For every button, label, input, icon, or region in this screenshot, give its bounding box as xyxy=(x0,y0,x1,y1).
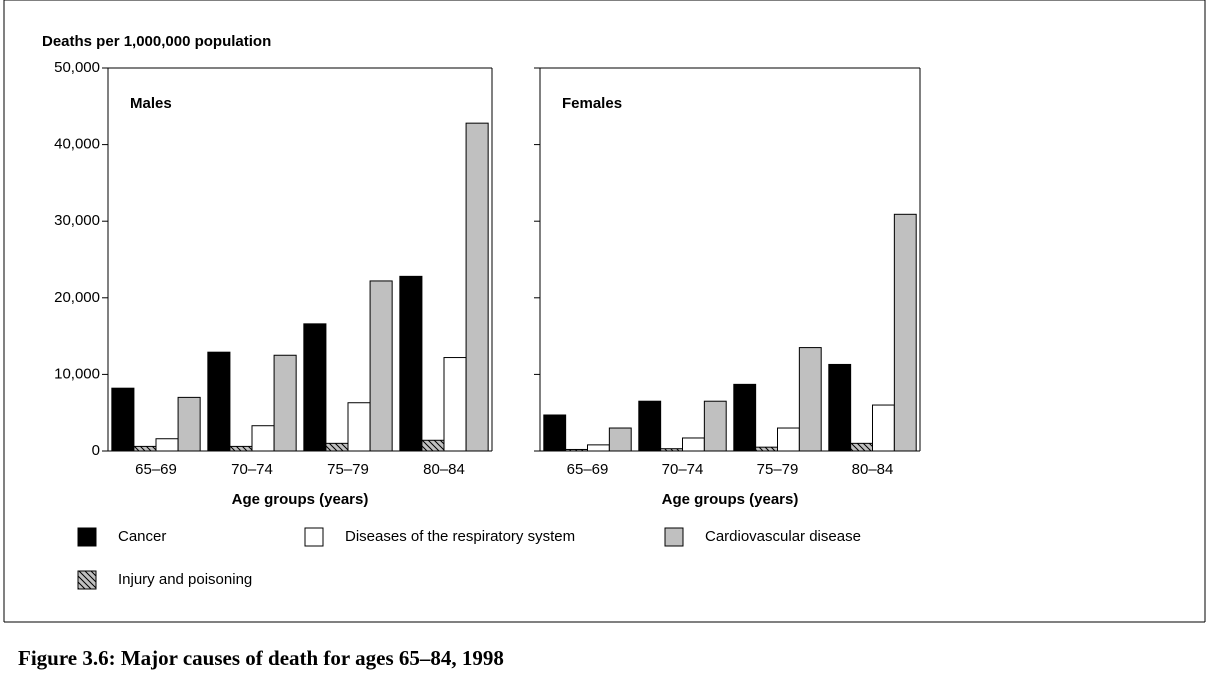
x-tick-label: 70–74 xyxy=(662,461,704,478)
bar xyxy=(565,448,589,452)
bar xyxy=(155,438,179,452)
caption: Figure 3.6: Major causes of death for ag… xyxy=(18,646,504,670)
legend-label: Cancer xyxy=(118,528,166,545)
bar xyxy=(777,427,800,452)
y-tick-label: 30,000 xyxy=(54,212,100,229)
y-tick-label: 40,000 xyxy=(54,136,100,153)
x-tick-label: 65–69 xyxy=(135,461,177,478)
bar xyxy=(893,213,917,452)
bar xyxy=(755,446,779,452)
y-tick-label: 0 xyxy=(92,442,100,459)
bar xyxy=(133,445,157,452)
bar xyxy=(347,402,371,452)
bar xyxy=(587,444,610,452)
bar xyxy=(443,357,467,452)
legend-label: Diseases of the respiratory system xyxy=(345,528,575,545)
bar xyxy=(798,347,822,452)
legend-swatch xyxy=(77,527,97,547)
bar xyxy=(660,448,684,452)
legend-label: Cardiovascular disease xyxy=(705,528,861,545)
bar xyxy=(369,280,393,452)
y-tick-label: 50,000 xyxy=(54,59,100,76)
x-tick-label: 80–84 xyxy=(852,461,894,478)
bar xyxy=(421,439,445,452)
legend-swatch xyxy=(664,527,684,547)
bar xyxy=(177,396,201,452)
panel-title: Females xyxy=(562,95,622,112)
panel-title: Males xyxy=(130,95,172,112)
legend-swatch xyxy=(304,527,324,547)
bar xyxy=(111,387,135,452)
x-tick-label: 65–69 xyxy=(567,461,609,478)
bar xyxy=(872,404,895,452)
bar xyxy=(229,445,253,452)
y-axis-label: Deaths per 1,000,000 population xyxy=(42,33,271,50)
y-tick-label: 10,000 xyxy=(54,365,100,382)
x-axis-label: Age groups (years) xyxy=(232,491,369,508)
legend-label: Injury and poisoning xyxy=(118,571,252,588)
bar xyxy=(465,122,489,452)
bar xyxy=(850,442,874,452)
bar xyxy=(325,442,349,452)
bar xyxy=(828,363,852,452)
x-tick-label: 75–79 xyxy=(757,461,799,478)
bar xyxy=(682,437,705,452)
x-tick-label: 75–79 xyxy=(327,461,369,478)
bar xyxy=(207,351,231,452)
x-axis-label: Age groups (years) xyxy=(662,491,799,508)
y-tick-label: 20,000 xyxy=(54,289,100,306)
bar xyxy=(251,425,275,452)
bar xyxy=(608,427,632,452)
x-tick-label: 80–84 xyxy=(423,461,465,478)
bar xyxy=(543,414,567,452)
bar xyxy=(733,383,757,452)
bar xyxy=(273,354,297,452)
bar xyxy=(399,275,423,452)
bar xyxy=(638,400,662,452)
bar xyxy=(303,323,327,452)
legend-swatch xyxy=(77,570,97,590)
x-tick-label: 70–74 xyxy=(231,461,273,478)
bar xyxy=(703,400,727,452)
